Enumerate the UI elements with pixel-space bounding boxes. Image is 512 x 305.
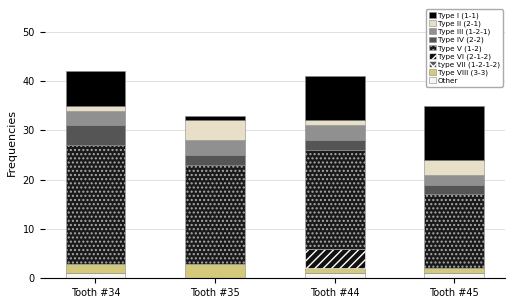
Bar [424, 268, 484, 273]
Bar [66, 106, 125, 111]
Bar [305, 120, 365, 125]
Bar [66, 145, 125, 264]
Bar [66, 71, 125, 106]
Bar [66, 264, 125, 273]
Bar [66, 273, 125, 278]
Bar [305, 150, 365, 249]
Bar [305, 125, 365, 140]
Bar [305, 249, 365, 268]
Bar [424, 106, 484, 160]
Bar [424, 195, 484, 268]
Bar [185, 116, 245, 120]
Bar [185, 155, 245, 165]
Bar [185, 140, 245, 155]
Bar [305, 273, 365, 278]
Bar [305, 76, 365, 120]
Bar [185, 264, 245, 278]
Bar [66, 125, 125, 145]
Legend: Type I (1-1), Type II (2-1), Type III (1-2-1), Type IV (2-2), Type V (1-2), Type: Type I (1-1), Type II (2-1), Type III (1… [425, 9, 503, 87]
Bar [424, 273, 484, 278]
Bar [424, 160, 484, 175]
Bar [424, 175, 484, 185]
Bar [66, 111, 125, 125]
Bar [185, 120, 245, 140]
Bar [424, 185, 484, 195]
Bar [185, 165, 245, 264]
Bar [305, 140, 365, 150]
Bar [305, 268, 365, 273]
Y-axis label: Frequencies: Frequencies [7, 109, 17, 176]
